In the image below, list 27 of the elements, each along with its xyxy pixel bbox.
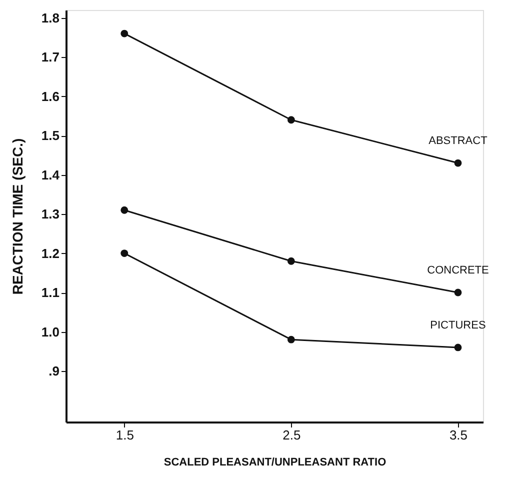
- y-tick-label: 1.8: [41, 10, 60, 26]
- y-axis-title: REACTION TIME (SEC.): [9, 138, 26, 295]
- y-tick-label: 1.7: [41, 50, 60, 65]
- y-tick-label: 1.1: [41, 285, 60, 300]
- y-tick-label: .9: [48, 363, 60, 378]
- y-tick-label: 1.5: [41, 128, 60, 144]
- point: [454, 288, 462, 296]
- y-tick-label: 1.6: [41, 88, 60, 104]
- y-tick-label: 1.0: [41, 324, 60, 340]
- y-tick-label: 1.3: [41, 206, 60, 222]
- x-tick-label: 3.5: [449, 428, 468, 442]
- y-tick-label: 1.2: [41, 246, 60, 261]
- y-tick-label: 1.4: [41, 167, 60, 182]
- series-label: ABSTRACT: [428, 135, 488, 148]
- point: [287, 336, 295, 344]
- series-label: CONCRETE: [427, 264, 489, 277]
- point: [454, 344, 462, 352]
- point: [287, 257, 295, 265]
- x-axis-title: SCALED PLEASANT/UNPLEASANT RATIO: [164, 456, 387, 468]
- point: [120, 206, 128, 214]
- point: [454, 159, 462, 167]
- point: [120, 250, 128, 257]
- point: [287, 116, 295, 124]
- x-tick-label: 2.5: [282, 428, 301, 442]
- x-tick-label: 1.5: [116, 428, 134, 442]
- point: [120, 30, 128, 38]
- series-label: PICTURES: [430, 319, 486, 332]
